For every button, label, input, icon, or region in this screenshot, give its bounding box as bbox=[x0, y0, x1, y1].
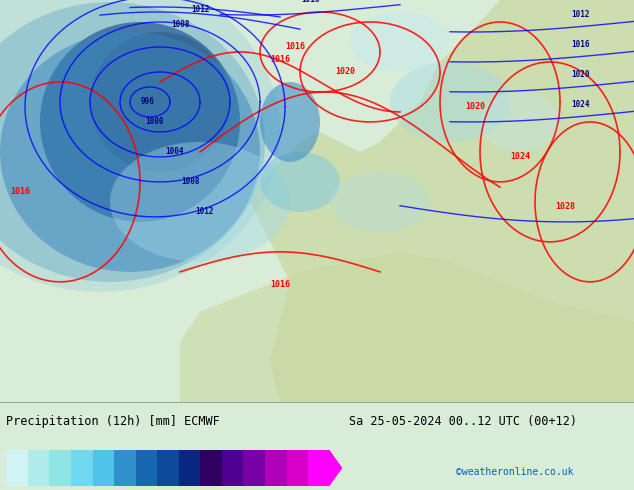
Text: Sa 25-05-2024 00..12 UTC (00+12): Sa 25-05-2024 00..12 UTC (00+12) bbox=[349, 415, 577, 428]
Bar bbox=[179, 450, 200, 486]
Text: 1016: 1016 bbox=[301, 0, 320, 4]
Ellipse shape bbox=[330, 172, 430, 232]
Polygon shape bbox=[180, 252, 634, 402]
Bar bbox=[200, 450, 222, 486]
Bar bbox=[71, 450, 93, 486]
Bar bbox=[308, 450, 330, 486]
Text: 1028: 1028 bbox=[555, 202, 575, 211]
Bar bbox=[287, 450, 308, 486]
Bar bbox=[28, 450, 49, 486]
Text: 1012: 1012 bbox=[191, 5, 209, 14]
Text: 996: 996 bbox=[141, 98, 155, 106]
Ellipse shape bbox=[260, 82, 320, 162]
Bar bbox=[157, 450, 179, 486]
Ellipse shape bbox=[480, 92, 560, 152]
Text: 1016: 1016 bbox=[270, 280, 290, 289]
Ellipse shape bbox=[40, 22, 240, 222]
Text: 1008: 1008 bbox=[171, 20, 190, 29]
Ellipse shape bbox=[0, 0, 280, 292]
Ellipse shape bbox=[0, 32, 260, 272]
Text: 1012: 1012 bbox=[571, 10, 589, 19]
Text: 1004: 1004 bbox=[165, 147, 184, 156]
Ellipse shape bbox=[390, 62, 510, 142]
Text: 1020: 1020 bbox=[571, 70, 589, 79]
Text: 1016: 1016 bbox=[285, 43, 305, 51]
Text: 1024: 1024 bbox=[510, 152, 530, 161]
Bar bbox=[6, 450, 28, 486]
Polygon shape bbox=[330, 450, 342, 486]
Bar bbox=[265, 450, 287, 486]
Text: 1020: 1020 bbox=[465, 102, 485, 111]
Ellipse shape bbox=[0, 2, 265, 282]
Ellipse shape bbox=[260, 152, 340, 212]
Bar bbox=[114, 450, 136, 486]
Bar bbox=[93, 450, 114, 486]
Text: 1016: 1016 bbox=[270, 55, 290, 64]
Ellipse shape bbox=[350, 12, 450, 72]
Text: 1020: 1020 bbox=[335, 68, 355, 76]
Bar bbox=[222, 450, 243, 486]
Text: 1016: 1016 bbox=[10, 187, 30, 196]
Text: Precipitation (12h) [mm] ECMWF: Precipitation (12h) [mm] ECMWF bbox=[6, 415, 220, 428]
Text: 1008: 1008 bbox=[181, 177, 199, 186]
Bar bbox=[243, 450, 265, 486]
Text: 1012: 1012 bbox=[196, 207, 214, 217]
Ellipse shape bbox=[90, 32, 230, 172]
Bar bbox=[136, 450, 157, 486]
Text: ©weatheronline.co.uk: ©weatheronline.co.uk bbox=[456, 467, 574, 477]
Ellipse shape bbox=[110, 142, 290, 262]
Text: 1024: 1024 bbox=[571, 100, 589, 109]
Text: 1000: 1000 bbox=[146, 118, 164, 126]
Text: 1016: 1016 bbox=[571, 40, 589, 49]
Bar bbox=[49, 450, 71, 486]
Polygon shape bbox=[250, 0, 634, 402]
